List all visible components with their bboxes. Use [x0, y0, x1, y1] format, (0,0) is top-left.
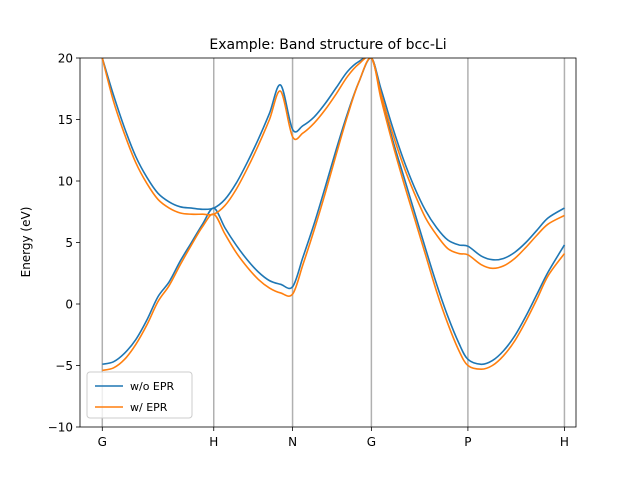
x-tick-label: N [288, 435, 297, 449]
chart-title: Example: Band structure of bcc-Li [209, 37, 446, 53]
y-tick-label: 0 [65, 298, 73, 312]
series-line-0-band-0 [102, 58, 566, 366]
y-axis: −10 −5 0 5 10 15 20 [48, 52, 80, 435]
y-tick-label: 15 [58, 113, 73, 127]
series-line-1-band-0 [102, 58, 566, 372]
x-tick-label: G [367, 435, 376, 449]
high-symmetry-lines [101, 58, 566, 427]
series-line-0-band-1 [101, 58, 565, 261]
y-tick-label: −10 [48, 421, 73, 435]
legend: w/o EPR w/ EPR [86, 371, 193, 419]
series-layer [101, 58, 566, 372]
y-tick-label: −5 [55, 359, 73, 373]
x-tick-label: G [98, 435, 107, 449]
x-tick-label: H [560, 435, 569, 449]
series-line-1-band-1 [101, 58, 565, 270]
x-tick-label: P [464, 435, 471, 449]
y-tick-label: 10 [58, 175, 73, 189]
y-tick-label: 20 [58, 52, 73, 66]
legend-label: w/o EPR [130, 380, 175, 393]
legend-label: w/ EPR [130, 401, 168, 414]
x-tick-label: H [209, 435, 218, 449]
y-tick-label: 5 [65, 236, 73, 250]
y-axis-label: Energy (eV) [19, 207, 33, 278]
